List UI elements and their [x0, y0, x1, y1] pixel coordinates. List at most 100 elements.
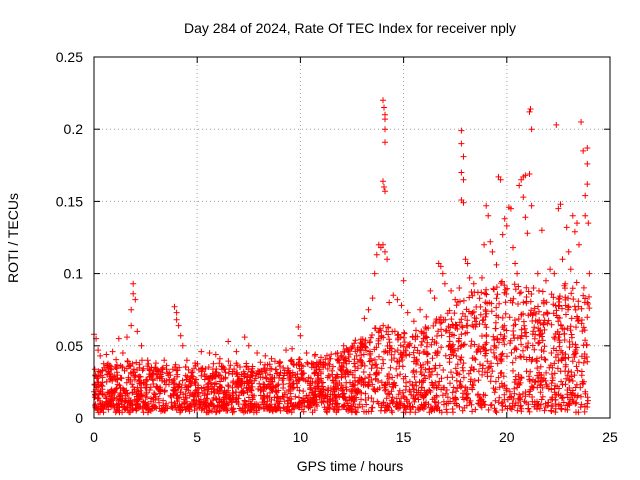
band-point [454, 385, 461, 392]
band-point [274, 405, 281, 412]
band-point [205, 385, 212, 392]
band-point [404, 344, 410, 351]
band-point [274, 370, 281, 377]
band-point [257, 392, 264, 399]
band-point [389, 399, 396, 406]
band-point [351, 356, 358, 363]
band-point [182, 406, 189, 413]
band-point [93, 375, 100, 382]
band-point [343, 367, 350, 374]
data-point [400, 277, 407, 284]
band-point [111, 394, 118, 401]
band-point [553, 307, 560, 314]
band-point [448, 369, 454, 376]
band-point [324, 352, 330, 359]
band-point [317, 361, 324, 368]
data-point [448, 287, 455, 294]
band-point [453, 302, 460, 309]
band-point [207, 373, 214, 379]
band-point [414, 358, 421, 365]
band-point [558, 406, 565, 413]
band-point [375, 335, 382, 342]
band-point [149, 371, 156, 378]
band-point [418, 401, 425, 408]
band-point [389, 374, 396, 381]
band-point [434, 404, 441, 410]
band-point [577, 404, 584, 411]
band-point [494, 336, 501, 343]
band-point [454, 326, 461, 332]
band-point [248, 369, 255, 375]
band-point [286, 369, 293, 376]
data-point [439, 270, 446, 277]
data-point [410, 318, 417, 325]
data-point [179, 342, 186, 349]
band-point [251, 403, 258, 410]
band-point [182, 382, 189, 389]
band-point [418, 384, 425, 391]
band-point [422, 335, 429, 342]
band-point [459, 407, 466, 414]
band-point [389, 394, 396, 401]
band-point [492, 378, 499, 385]
band-point [550, 294, 557, 301]
data-point [371, 270, 378, 277]
band-point [538, 396, 545, 403]
band-point [350, 401, 357, 407]
band-point [329, 391, 336, 398]
band-point [354, 386, 361, 393]
band-point [122, 390, 129, 397]
band-point [469, 292, 476, 299]
band-point [224, 407, 231, 414]
band-point [527, 311, 534, 317]
band-point [137, 373, 144, 380]
band-point [572, 306, 579, 313]
data-point [245, 342, 252, 349]
band-point [482, 321, 489, 328]
band-point [157, 387, 164, 394]
band-point [566, 400, 573, 407]
band-point [307, 386, 314, 393]
band-point [303, 392, 310, 399]
x-tick-label: 25 [602, 429, 618, 445]
band-point [510, 367, 516, 374]
band-point [138, 379, 145, 386]
band-point [250, 409, 257, 416]
band-point [117, 375, 124, 381]
band-point [309, 402, 315, 409]
band-point [288, 396, 295, 403]
band-point [394, 358, 400, 365]
band-point [539, 337, 546, 344]
data-point [538, 227, 545, 234]
band-point [345, 371, 352, 378]
band-point [438, 375, 445, 382]
band-point [555, 391, 562, 398]
band-point [225, 358, 232, 365]
band-point [287, 390, 294, 397]
band-point [492, 319, 499, 326]
band-point [372, 376, 379, 383]
band-point [124, 404, 130, 411]
band-point [169, 405, 176, 411]
band-point [555, 296, 562, 303]
band-point [428, 341, 435, 348]
band-point [566, 385, 573, 391]
data-point [173, 309, 180, 316]
data-point [144, 357, 151, 364]
band-point [100, 409, 107, 416]
band-point [508, 349, 515, 356]
data-point [152, 360, 159, 367]
band-point [326, 396, 333, 403]
band-point [483, 286, 490, 293]
band-point [299, 370, 306, 376]
band-point [104, 389, 111, 396]
band-point [418, 364, 425, 371]
band-point [147, 367, 154, 374]
band-point [381, 382, 388, 389]
band-point [279, 393, 286, 400]
band-point [387, 364, 394, 371]
y-tick-label: 0.1 [64, 266, 84, 282]
band-point [454, 361, 461, 368]
band-point [435, 399, 442, 406]
data-point [173, 316, 180, 323]
